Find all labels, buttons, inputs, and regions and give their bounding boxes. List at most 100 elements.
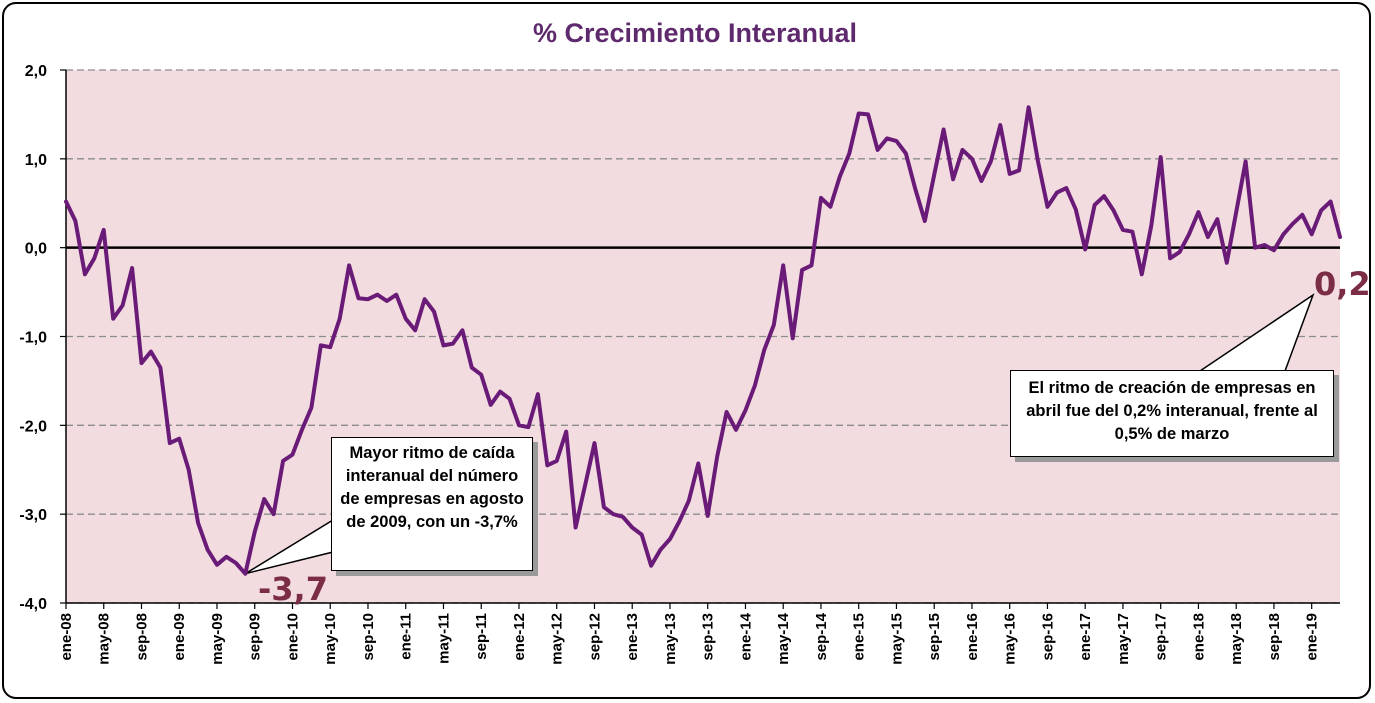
data-point	[1017, 168, 1021, 172]
y-tick-label: 0,0	[25, 241, 47, 258]
data-point	[1206, 235, 1210, 239]
x-tick-label: ene-12	[511, 613, 528, 661]
data-point	[640, 533, 644, 537]
data-point	[564, 430, 568, 434]
x-tick-label: ene-17	[1077, 613, 1094, 661]
data-point	[347, 263, 351, 267]
x-tick-label: may-13	[662, 613, 679, 665]
data-point	[281, 459, 285, 463]
data-point	[1215, 217, 1219, 221]
data-point	[272, 512, 276, 516]
data-point	[451, 342, 455, 346]
data-point	[1093, 203, 1097, 207]
x-tick-label: ene-18	[1190, 613, 1207, 661]
data-point	[555, 459, 559, 463]
data-point	[611, 512, 615, 516]
data-point	[177, 437, 181, 441]
data-point	[1083, 247, 1087, 251]
data-point	[1319, 208, 1323, 212]
y-tick-label: 1,0	[25, 152, 47, 169]
data-point	[951, 177, 955, 181]
data-point	[1187, 232, 1191, 236]
data-point	[706, 514, 710, 518]
data-point	[621, 515, 625, 519]
data-point	[715, 454, 719, 458]
data-point	[772, 323, 776, 327]
data-point	[942, 128, 946, 132]
data-point	[130, 266, 134, 270]
x-tick-label: ene-16	[964, 613, 981, 661]
data-point	[1112, 208, 1116, 212]
annotation-min-callout: Mayor ritmo de caída interanual del núme…	[331, 437, 533, 571]
data-point	[508, 397, 512, 401]
data-point	[687, 499, 691, 503]
data-point	[404, 317, 408, 321]
data-point	[593, 441, 597, 445]
data-point	[64, 200, 68, 204]
data-point	[234, 561, 238, 565]
data-point	[602, 505, 606, 509]
data-point	[92, 256, 96, 260]
x-tick-label: sep-08	[133, 613, 150, 661]
data-point	[677, 519, 681, 523]
x-tick-label: ene-14	[737, 612, 754, 660]
data-point	[847, 152, 851, 156]
data-point	[649, 564, 653, 568]
data-point	[696, 462, 700, 466]
x-tick-label: sep-16	[1039, 613, 1056, 661]
x-tick-label: may-10	[322, 613, 339, 665]
x-tick-label: sep-14	[813, 612, 830, 660]
data-point	[1178, 250, 1182, 254]
data-point	[526, 425, 530, 429]
data-point	[262, 497, 266, 501]
data-point	[489, 403, 493, 407]
data-point	[1046, 205, 1050, 209]
data-point	[574, 526, 578, 530]
x-tick-label: may-17	[1115, 613, 1132, 665]
data-point	[857, 112, 861, 116]
data-point	[73, 219, 77, 223]
x-tick-label: may-12	[549, 613, 566, 665]
data-point	[828, 205, 832, 209]
data-point	[923, 219, 927, 223]
data-point	[517, 423, 521, 427]
data-point	[932, 173, 936, 177]
x-tick-label: ene-13	[624, 613, 641, 661]
data-point	[1055, 191, 1059, 195]
x-tick-label: may-15	[888, 613, 905, 665]
data-point	[1159, 155, 1163, 159]
x-tick-label: sep-17	[1153, 613, 1170, 661]
x-tick-label: ene-09	[171, 613, 188, 661]
data-point	[876, 148, 880, 152]
data-point	[309, 406, 313, 410]
data-point	[366, 297, 370, 301]
plot-area: 2,0 1,0 0,0 -1,0 -2,0 -3,0 -4,0 ene-08 may-08 sep…	[19, 63, 1342, 665]
x-tick-label: may-11	[435, 613, 452, 664]
x-tick-label: sep-10	[360, 613, 377, 661]
data-point	[413, 328, 417, 332]
annotation-last-value: 0,2	[1314, 265, 1371, 303]
data-point	[319, 343, 323, 347]
data-point	[819, 196, 823, 200]
chart-title: % Crecimiento Interanual	[533, 18, 857, 48]
annotation-last-text: El ritmo de creación de empresas en abri…	[1026, 379, 1318, 443]
data-point	[1008, 172, 1012, 176]
x-tick-label: sep-12	[586, 613, 603, 661]
data-point	[1272, 248, 1276, 252]
data-point	[979, 179, 983, 183]
data-point	[668, 537, 672, 541]
y-tick-label: -1,0	[19, 330, 47, 347]
data-point	[102, 228, 106, 232]
data-point	[781, 263, 785, 267]
data-point	[1168, 256, 1172, 260]
y-tick-label: -3,0	[19, 507, 47, 524]
data-point	[904, 152, 908, 156]
data-point	[357, 296, 361, 300]
data-point	[961, 148, 965, 152]
x-tick-label: sep-18	[1266, 613, 1283, 661]
x-tick-label: may-18	[1228, 613, 1245, 665]
data-point	[725, 410, 729, 414]
data-point	[224, 555, 228, 559]
data-point	[630, 526, 634, 530]
data-point	[1196, 210, 1200, 214]
